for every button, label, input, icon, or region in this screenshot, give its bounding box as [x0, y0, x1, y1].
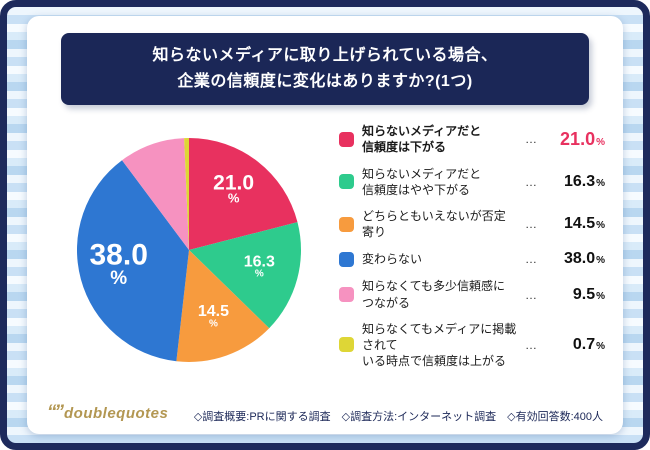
legend-label: 知らなくてもメディアに掲載されて いる時点で信頼度は上がる [362, 321, 517, 369]
legend-label: どちらともいえないが否定寄り [362, 208, 506, 240]
pie-slice-label: 14.5% [198, 303, 229, 329]
legend-item: 知らなくてもメディアに掲載されて いる時点で信頼度は上がる … 0.7% [339, 321, 605, 370]
legend-item: 変わらない … 38.0% [339, 250, 605, 268]
legend-item: どちらともいえないが否定寄り … 14.5% [339, 208, 605, 240]
legend-label: 変わらない [362, 252, 423, 267]
legend-swatch [339, 287, 354, 302]
pie-slice-label: 21.0% [213, 171, 254, 205]
title-banner: 知らないメディアに取り上げられている場合、 企業の信頼度に変化はありますか?(1… [61, 33, 589, 106]
legend-label: 知らないメディアだと 信頼度は下がる [362, 124, 482, 155]
pie-chart: 21.0 % 16.3 % 14.5 % 38.0% [76, 138, 301, 363]
logo-quotes-icon: “” [47, 402, 64, 423]
legend-leader-dots: … [525, 217, 537, 232]
legend-leader-dots: … [525, 174, 537, 189]
legend-swatch [339, 251, 354, 267]
logo: “” doublequotes [47, 402, 168, 424]
title-line-2: 企業の信頼度に変化はありますか?(1つ) [177, 72, 473, 90]
legend-leader-dots: … [525, 287, 537, 302]
pie-slice [76, 160, 189, 362]
survey-info: ◇調査概要:PRに関する調査 ◇調査方法:インターネット調査 ◇有効回答数:40… [193, 411, 603, 423]
legend-label: 知らなくても多少信頼感につながる [362, 279, 506, 310]
legend-item: 知らないメディアだと 信頼度は下がる … 21.0% [339, 123, 605, 155]
pie-slice [189, 222, 301, 329]
pie-slice [184, 138, 189, 251]
legend-leader-dots: … [525, 337, 537, 352]
legend-value: 14.5% [563, 215, 605, 233]
legend-leader-dots: … [525, 252, 537, 267]
footer: “” doublequotes ◇調査概要:PRに関する調査 ◇調査方法:インター… [41, 402, 609, 426]
legend-value: 38.0% [563, 250, 605, 268]
title-line-1: 知らないメディアに取り上げられている場合、 [152, 47, 498, 64]
content-card: 知らないメディアに取り上げられている場合、 企業の信頼度に変化はありますか?(1… [27, 16, 623, 434]
pie-slice [189, 138, 298, 251]
pie-slice [176, 250, 270, 363]
main-content: 21.0% 16.3% 14.5% 38.0% 知らないメディアだと 信頼度は下がる … 2… [41, 107, 609, 402]
pie-slice [122, 138, 189, 251]
legend-swatch [339, 131, 354, 147]
legend: 知らないメディアだと 信頼度は下がる … 21.0% 知らないメディアだと 信頼度はやや下… [337, 107, 609, 402]
logo-text: doublequotes [64, 405, 169, 422]
legend-value: 0.7% [572, 335, 605, 353]
pie-chart-area: 21.0% 16.3% 14.5% 38.0% [41, 107, 337, 402]
pie-slice-label: 16.3% [244, 254, 275, 280]
legend-swatch [339, 216, 354, 232]
legend-swatch [339, 174, 354, 190]
legend-swatch [339, 337, 354, 353]
legend-value: 9.5% [572, 285, 605, 303]
legend-value: 16.3% [563, 172, 605, 190]
legend-item: 知らなくても多少信頼感につながる … 9.5% [339, 278, 605, 310]
legend-value: 21.0% [560, 128, 605, 149]
legend-item: 知らないメディアだと 信頼度はやや下がる … 16.3% [339, 166, 605, 198]
legend-label: 知らないメディアだと 信頼度はやや下がる [362, 166, 482, 197]
legend-leader-dots: … [525, 132, 537, 147]
pie-slice-label: 38.0% [90, 239, 148, 289]
